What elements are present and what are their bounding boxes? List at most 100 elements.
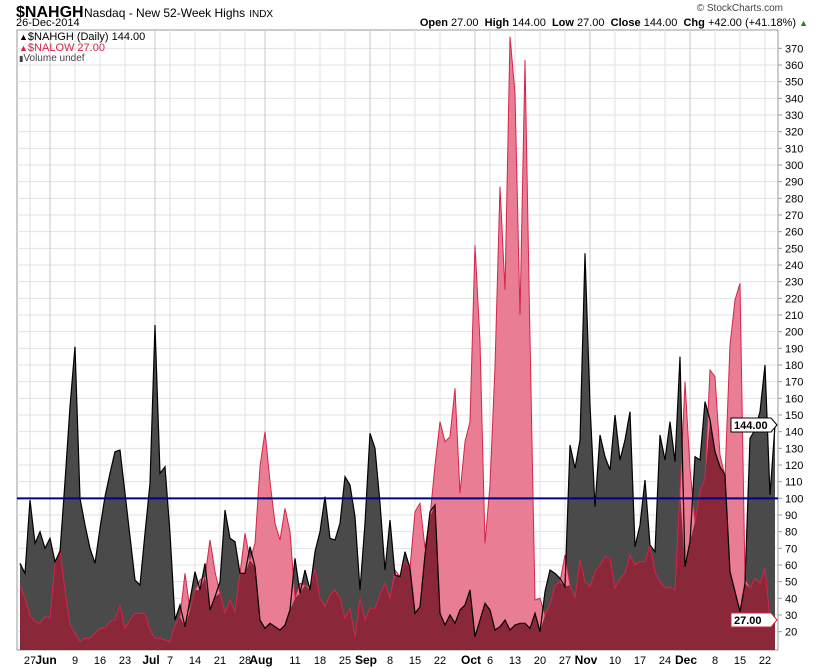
x-tick-label: Jun [35,653,56,667]
y-tick-label: 80 [785,527,797,539]
legend-volume: ▮Volume undef [19,53,85,64]
stockcharts-credit[interactable]: © StockCharts.com [696,3,783,14]
x-tick-label: 10 [609,655,621,667]
x-tick-label: Dec [675,653,697,667]
high-value: 144.00 [512,17,546,29]
x-tick-label: 16 [94,655,106,667]
x-tick-label: 18 [314,655,326,667]
exchange-label: INDX [249,9,274,20]
x-tick-label: 8 [387,655,393,667]
overlap-area [20,420,775,650]
x-tick-label: Jul [142,653,159,667]
legend-lows: ▲$NALOW 27.00 [19,42,105,54]
chg-value: +42.00 (+41.18%) [707,17,797,29]
symbol-description: Nasdaq - New 52-Week Highs [84,6,246,20]
chart-date: 26-Dec-2014 [16,17,80,29]
y-tick-label: 240 [785,260,803,272]
y-tick-label: 130 [785,443,803,455]
y-tick-label: 180 [785,360,803,372]
y-tick-label: 120 [785,460,803,472]
legend-highs: ▲$NAHGH (Daily) 144.00 [19,31,145,43]
y-tick-label: 300 [785,160,803,172]
ohlc-summary: Open 27.00 High 144.00 Low 27.00 Close 1… [420,17,808,29]
y-tick-label: 370 [785,43,803,55]
y-tick-label: 360 [785,60,803,72]
x-tick-label: 27 [559,655,571,667]
last-high-tag-box [730,417,778,433]
y-tick-label: 210 [785,310,803,322]
y-tick-label: 140 [785,427,803,439]
x-tick-label: 17 [634,655,646,667]
last-low-tag-box [730,612,778,628]
y-tick-label: 60 [785,560,797,572]
y-tick-label: 30 [785,610,797,622]
y-tick-label: 100 [785,493,803,505]
y-tick-label: 160 [785,393,803,405]
y-tick-label: 170 [785,377,803,389]
y-tick-label: 110 [785,477,803,489]
last-low-tag: 27.00 [734,615,762,627]
legend-highs-label: $NAHGH (Daily) 144.00 [27,31,146,43]
highs-area [20,253,775,651]
mountain-icon: ▲ [19,43,28,53]
symbol-name: Nasdaq - New 52-Week Highs INDX [84,6,273,20]
x-tick-label: Oct [461,653,481,667]
x-tick-label: 14 [189,655,201,667]
y-tick-label: 350 [785,77,803,89]
lows-line [19,36,775,643]
y-tick-label: 20 [785,627,797,639]
x-tick-label: 9 [72,655,78,667]
y-tick-label: 70 [785,543,797,555]
x-tick-label: 21 [214,655,226,667]
x-tick-label: Aug [249,653,272,667]
up-arrow-icon: ▲ [799,18,808,28]
chg-label: Chg [683,17,705,29]
open-value: 27.00 [451,17,479,29]
y-tick-label: 220 [785,293,803,305]
x-tick-label: 11 [289,655,300,667]
y-tick-label: 280 [785,193,803,205]
y-tick-label: 270 [785,210,803,222]
y-tick-label: 260 [785,227,803,239]
x-tick-label: 15 [409,655,421,667]
x-tick-label: 23 [119,655,131,667]
highs-line [19,253,776,637]
y-tick-label: 330 [785,110,803,122]
x-tick-label: 8 [712,655,718,667]
legend-lows-label: $NALOW 27.00 [27,42,105,54]
y-tick-label: 90 [785,510,797,522]
bar-chart-icon: ▮ [19,54,24,63]
y-tick-label: 250 [785,243,803,255]
close-label: Close [610,17,641,29]
legend-volume-label: Volume undef [23,53,85,64]
x-tick-label: Sep [355,653,377,667]
x-tick-label: 25 [339,655,351,667]
x-tick-label: 20 [534,655,546,667]
x-tick-label: 7 [167,655,173,667]
x-tick-label: 27 [24,655,36,667]
y-tick-label: 230 [785,277,803,289]
last-high-tag: 144.00 [734,420,768,432]
x-tick-label: 28 [239,655,251,667]
y-tick-label: 290 [785,177,803,189]
series-areas [17,36,778,651]
x-tick-label: 22 [434,655,446,667]
close-value: 144.00 [643,17,678,29]
high-label: High [484,17,510,29]
y-tick-label: 310 [785,143,803,155]
y-tick-label: 320 [785,127,803,139]
x-tick-label: 22 [759,655,771,667]
low-value: 27.00 [577,17,605,29]
low-label: Low [551,17,574,29]
axes: 20 30 40 50 60 70 80 90 100 110 120 130 140 150 160 170… [24,43,803,667]
y-tick-label: 50 [785,577,797,589]
y-tick-label: 190 [785,343,803,355]
x-tick-label: 13 [509,655,521,667]
x-tick-label: 6 [487,655,493,667]
x-tick-label: 24 [659,655,671,667]
symbol-title: $NAHGH [16,4,84,21]
open-label: Open [419,17,448,29]
y-tick-label: 340 [785,93,803,105]
mountain-icon: ▲ [19,32,28,42]
